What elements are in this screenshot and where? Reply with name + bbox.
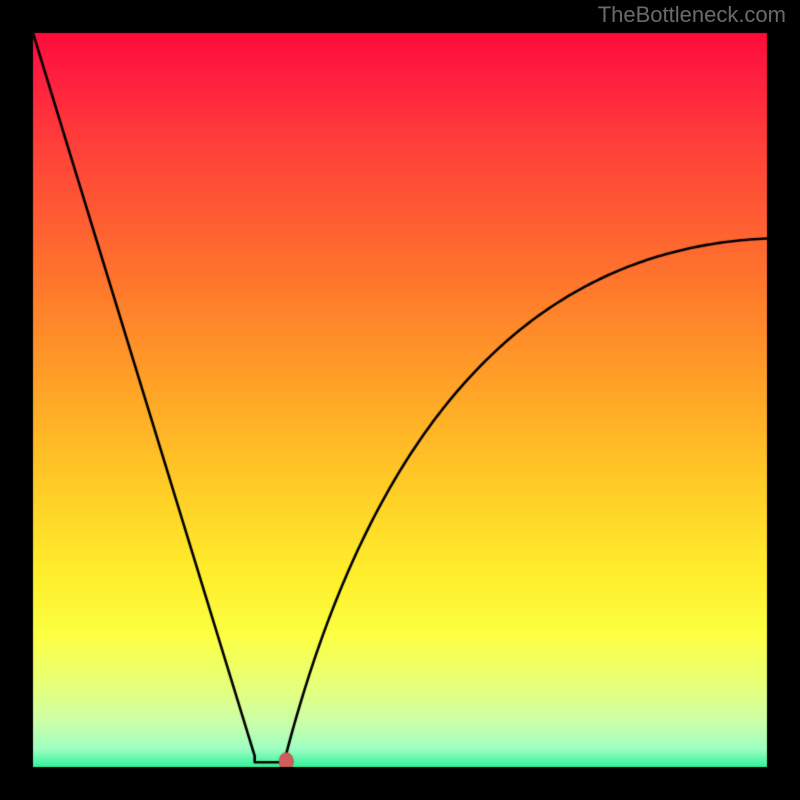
bottleneck-chart-canvas xyxy=(0,0,800,800)
watermark-label: TheBottleneck.com xyxy=(598,4,786,26)
chart-container: TheBottleneck.com xyxy=(0,0,800,800)
